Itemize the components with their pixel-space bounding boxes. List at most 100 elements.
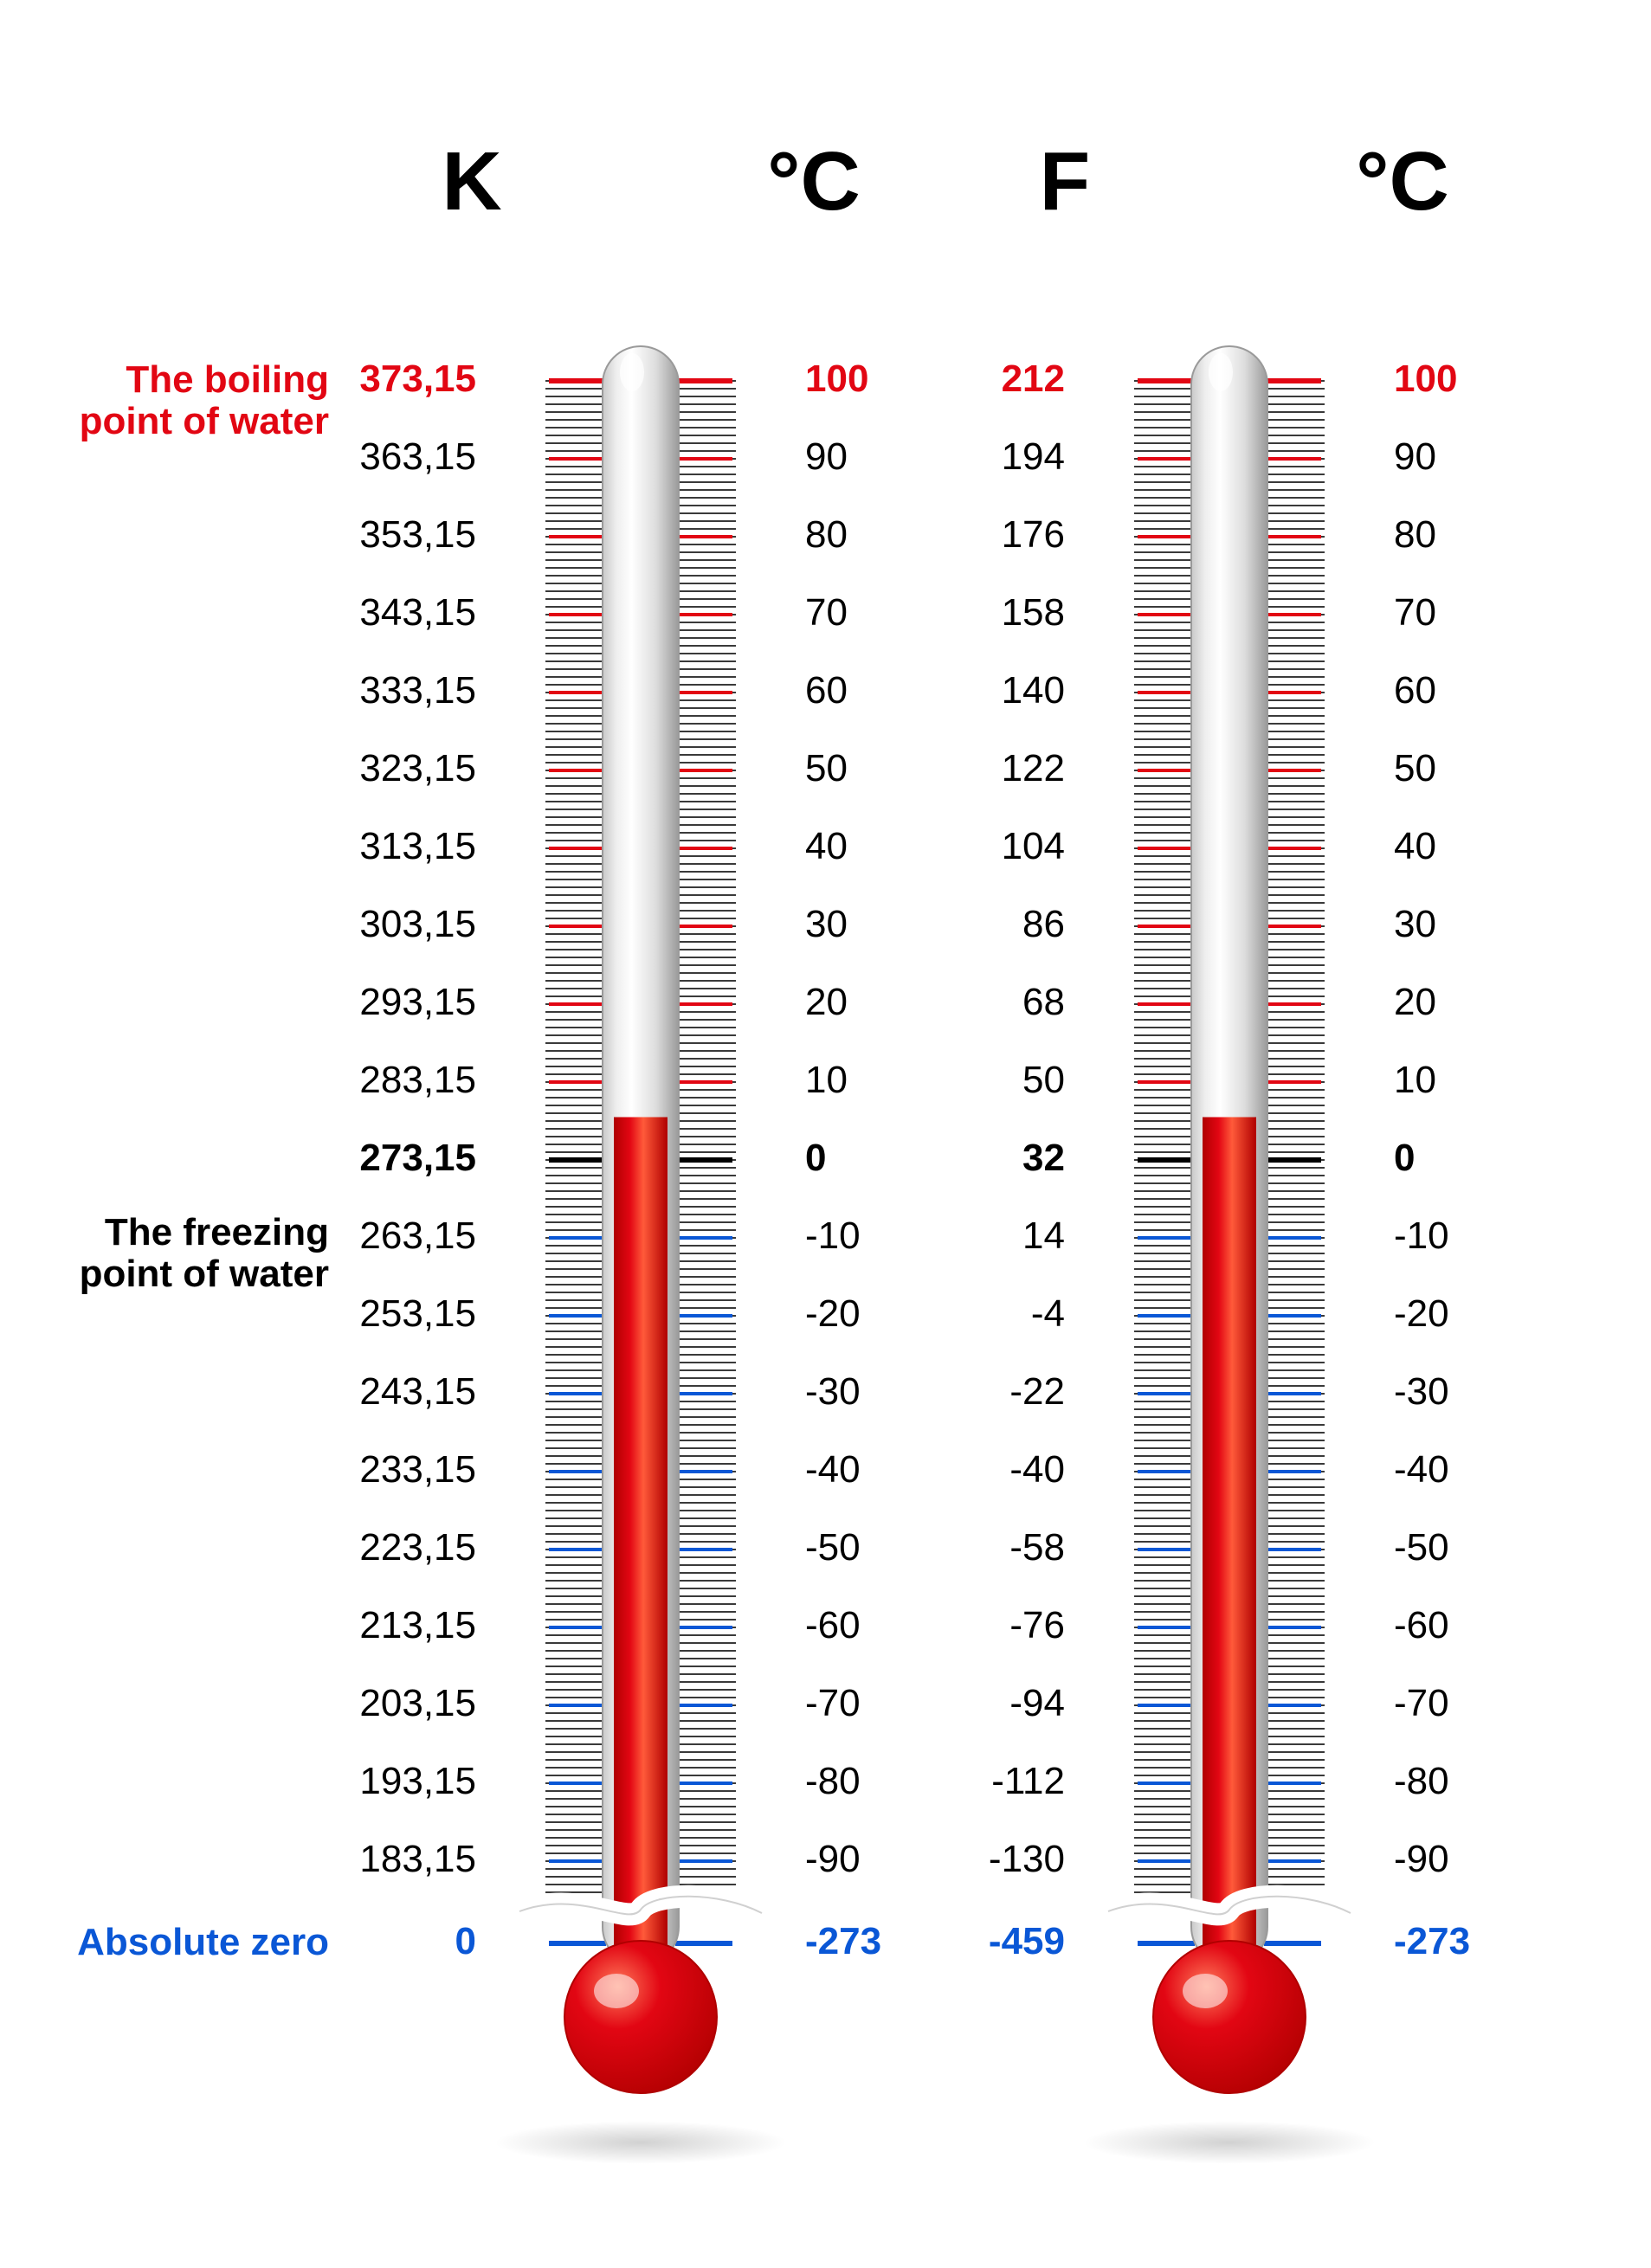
scale-value-right: 80	[1394, 513, 1436, 557]
scale-value-right: -80	[1394, 1760, 1449, 1803]
scale-value-left: 14	[1022, 1215, 1065, 1258]
scale-value-right: 50	[805, 747, 848, 790]
scale-value-left: 313,15	[359, 825, 476, 868]
scale-value-right: -70	[805, 1682, 861, 1725]
scale-value-right: 60	[1394, 669, 1436, 712]
scale-value-left: -58	[1009, 1526, 1065, 1569]
scale-value-left: -40	[1009, 1448, 1065, 1492]
scale-value-left: 86	[1022, 903, 1065, 946]
scale-value-right: -30	[805, 1370, 861, 1414]
scale-value-right: 50	[1394, 747, 1436, 790]
scale-value-left: 32	[1022, 1137, 1065, 1180]
scale-value-right: -80	[805, 1760, 861, 1803]
scale-value-left: -130	[989, 1838, 1065, 1881]
annotation-line: The freezing	[80, 1212, 329, 1253]
scale-value-absolute-right: -273	[805, 1920, 881, 1963]
scale-value-right: -60	[1394, 1604, 1449, 1647]
scale-value-absolute-right: -273	[1394, 1920, 1470, 1963]
scale-value-right: -60	[805, 1604, 861, 1647]
scale-value-left: 263,15	[359, 1215, 476, 1258]
scale-value-right: -40	[805, 1448, 861, 1492]
scale-value-right: 20	[805, 981, 848, 1024]
scale-value-left: 303,15	[359, 903, 476, 946]
scale-value-right: -50	[1394, 1526, 1449, 1569]
scale-value-absolute-left: -459	[989, 1920, 1065, 1963]
annotation-line: Absolute zero	[77, 1922, 329, 1963]
thermometer-fahrenheit-celsius	[1004, 312, 1454, 2129]
scale-value-right: 70	[805, 591, 848, 635]
scale-value-right: 10	[805, 1059, 848, 1102]
scale-value-left: 158	[1002, 591, 1065, 635]
scale-value-left: 212	[1002, 358, 1065, 401]
scale-value-left: 373,15	[359, 358, 476, 401]
scale-value-right: 20	[1394, 981, 1436, 1024]
thermometer-bulb	[564, 1941, 717, 2093]
scale-value-left: -4	[1031, 1292, 1065, 1336]
scale-value-left: 343,15	[359, 591, 476, 635]
scale-value-right: 30	[1394, 903, 1436, 946]
scale-unit-header: °C	[1299, 134, 1506, 229]
scale-value-left: 253,15	[359, 1292, 476, 1336]
scale-value-right: 40	[1394, 825, 1436, 868]
scale-value-right: 40	[805, 825, 848, 868]
scale-value-left: 176	[1002, 513, 1065, 557]
scale-value-left: 68	[1022, 981, 1065, 1024]
scale-value-left: 283,15	[359, 1059, 476, 1102]
scale-value-left: 193,15	[359, 1760, 476, 1803]
scale-value-left: 273,15	[359, 1137, 476, 1180]
thermometer-kelvin-celsius	[416, 312, 866, 2129]
scale-value-left: 243,15	[359, 1370, 476, 1414]
scale-value-right: -50	[805, 1526, 861, 1569]
scale-value-right: -40	[1394, 1448, 1449, 1492]
scale-value-left: 140	[1002, 669, 1065, 712]
scale-value-right: 100	[1394, 358, 1457, 401]
scale-value-right: -20	[805, 1292, 861, 1336]
scale-value-right: 60	[805, 669, 848, 712]
scale-value-right: -10	[805, 1215, 861, 1258]
scale-value-right: 30	[805, 903, 848, 946]
scale-value-left: 104	[1002, 825, 1065, 868]
scale-value-left: 293,15	[359, 981, 476, 1024]
scale-value-left: 122	[1002, 747, 1065, 790]
annotation-line: point of water	[80, 401, 329, 442]
diagram-canvas: K°CF°CThe boilingpoint of waterThe freez…	[0, 0, 1651, 2268]
scale-value-left: 353,15	[359, 513, 476, 557]
annotation-boiling: The boilingpoint of water	[80, 359, 329, 443]
scale-value-right: 90	[1394, 435, 1436, 479]
scale-value-right: 70	[1394, 591, 1436, 635]
scale-value-right: -10	[1394, 1215, 1449, 1258]
scale-value-left: 323,15	[359, 747, 476, 790]
scale-value-right: 0	[805, 1137, 826, 1180]
scale-unit-header: K	[368, 134, 576, 229]
scale-value-absolute-left: 0	[455, 1920, 476, 1963]
scale-value-right: 100	[805, 358, 868, 401]
scale-break	[519, 1897, 762, 1915]
scale-value-right: 0	[1394, 1137, 1415, 1180]
mercury-column	[1203, 1118, 1256, 2018]
scale-value-right: -70	[1394, 1682, 1449, 1725]
scale-unit-header: F	[961, 134, 1169, 229]
scale-value-left: -112	[991, 1760, 1065, 1803]
scale-value-right: -20	[1394, 1292, 1449, 1336]
scale-value-left: 203,15	[359, 1682, 476, 1725]
mercury-column	[614, 1118, 667, 2018]
scale-value-left: 333,15	[359, 669, 476, 712]
annotation-line: The boiling	[80, 359, 329, 401]
scale-value-left: 194	[1002, 435, 1065, 479]
scale-value-right: 90	[805, 435, 848, 479]
scale-value-right: -90	[805, 1838, 861, 1881]
scale-value-left: -22	[1009, 1370, 1065, 1414]
scale-value-left: -76	[1009, 1604, 1065, 1647]
annotation-freezing: The freezingpoint of water	[80, 1212, 329, 1296]
scale-value-right: 80	[805, 513, 848, 557]
scale-break	[1108, 1897, 1351, 1915]
annotation-line: point of water	[80, 1253, 329, 1295]
scale-value-left: 363,15	[359, 435, 476, 479]
scale-value-right: -90	[1394, 1838, 1449, 1881]
scale-value-left: 223,15	[359, 1526, 476, 1569]
scale-value-left: -94	[1009, 1682, 1065, 1725]
scale-unit-header: °C	[710, 134, 918, 229]
thermometer-bulb	[1153, 1941, 1306, 2093]
scale-value-right: 10	[1394, 1059, 1436, 1102]
scale-value-left: 233,15	[359, 1448, 476, 1492]
